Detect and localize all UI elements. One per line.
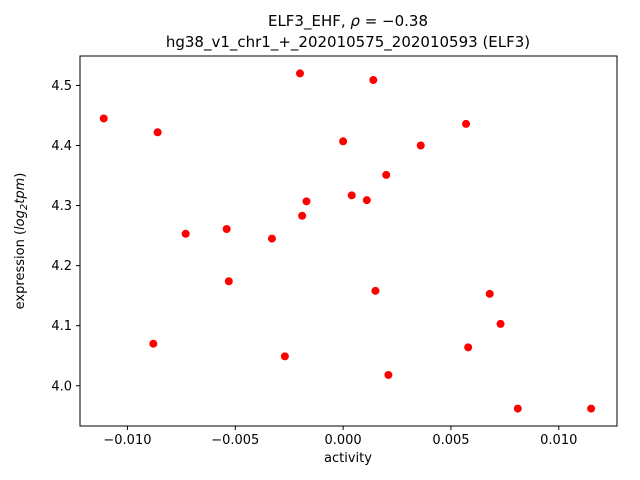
data-point bbox=[513, 404, 522, 413]
y-tick-label: 4.5 bbox=[51, 79, 72, 94]
data-point bbox=[149, 339, 158, 348]
y-tick-label: 4.3 bbox=[51, 199, 72, 214]
data-point bbox=[382, 170, 391, 179]
data-point bbox=[362, 196, 371, 205]
data-point bbox=[587, 404, 596, 413]
y-tick-label: 4.2 bbox=[51, 259, 72, 274]
data-point bbox=[224, 277, 233, 286]
data-point bbox=[302, 197, 311, 206]
data-point bbox=[181, 229, 190, 238]
data-point bbox=[384, 370, 393, 379]
rho-symbol: ρ bbox=[350, 12, 360, 30]
data-point bbox=[416, 141, 425, 150]
data-point bbox=[280, 352, 289, 361]
data-point bbox=[347, 191, 356, 200]
data-point bbox=[369, 76, 378, 85]
data-point bbox=[295, 69, 304, 78]
x-tick-label: −0.005 bbox=[211, 433, 259, 448]
data-point bbox=[464, 343, 473, 352]
y-tick-label: 4.1 bbox=[51, 319, 72, 334]
data-point bbox=[485, 289, 494, 298]
x-tick-label: 0.000 bbox=[324, 433, 361, 448]
y-tick-label: 4.4 bbox=[51, 139, 72, 154]
x-tick-label: 0.005 bbox=[432, 433, 469, 448]
data-point bbox=[267, 234, 276, 243]
y-axis-label: expression (log2tpm) bbox=[13, 173, 30, 310]
data-point bbox=[99, 114, 108, 123]
axes-box bbox=[79, 55, 618, 427]
data-point bbox=[153, 128, 162, 137]
x-tick-label: −0.010 bbox=[103, 433, 151, 448]
scatter-points bbox=[99, 69, 596, 413]
data-point bbox=[298, 211, 307, 220]
data-point bbox=[339, 137, 348, 146]
x-tick-label: 0.010 bbox=[540, 433, 577, 448]
data-point bbox=[496, 319, 505, 328]
y-tick-label: 4.0 bbox=[51, 379, 72, 394]
x-axis-label: activity bbox=[324, 451, 372, 466]
chart-title-line-1: ELF3_EHF, ρ = −0.38 bbox=[268, 12, 428, 31]
data-point bbox=[222, 224, 231, 233]
data-point bbox=[462, 119, 471, 128]
y-axis-ticks: 4.0 4.1 4.2 4.3 4.4 4.5 bbox=[51, 79, 80, 394]
x-axis-ticks: −0.010 −0.005 0.000 0.005 0.010 bbox=[103, 426, 577, 448]
data-point bbox=[371, 286, 380, 295]
chart-title-line-2: hg38_v1_chr1_+_202010575_202010593 (ELF3… bbox=[166, 33, 530, 52]
